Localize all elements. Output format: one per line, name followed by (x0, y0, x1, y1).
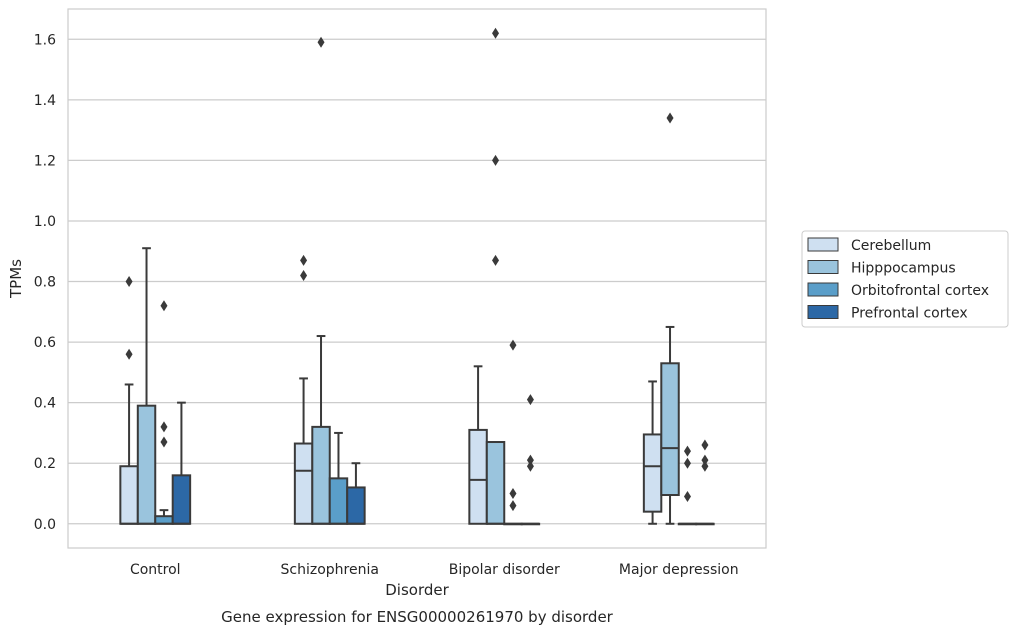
x-axis-label: Disorder (385, 581, 449, 599)
box-cerebellum-3 (642, 380, 663, 525)
outlier-point (125, 276, 133, 288)
outlier-point (300, 269, 308, 281)
outlier-point (492, 154, 500, 166)
y-tick-label: 0.8 (34, 275, 56, 291)
x-tick-label: Bipolar disorder (449, 562, 560, 578)
box-prefrontal-cortex-1 (346, 462, 366, 525)
x-tick-label: Schizophrenia (281, 562, 379, 578)
box-cerebellum-1 (293, 254, 314, 525)
legend-label: Orbitofrontal cortex (851, 283, 989, 299)
box-body (311, 425, 331, 525)
box-orbitofrontal-cortex-1 (328, 431, 349, 525)
box-body (660, 362, 680, 497)
box-hipppocampus-1 (311, 36, 331, 525)
y-axis-ticks: 0.0 0.2 0.4 0.6 0.8 1.0 1.2 1.4 1.6 (34, 32, 56, 532)
y-tick-label: 1.2 (34, 153, 56, 169)
box-body (154, 515, 174, 525)
outlier-point (509, 339, 517, 351)
box-prefrontal-cortex-0 (171, 401, 192, 525)
box-body (171, 474, 192, 525)
box-body (136, 404, 157, 525)
outlier-point (509, 487, 517, 499)
outlier-point (666, 112, 674, 124)
legend-frame (801, 230, 1009, 328)
outlier-point (701, 439, 709, 451)
outlier-point (683, 445, 691, 457)
outlier-point (526, 454, 534, 466)
box-body (468, 428, 488, 525)
outlier-point (683, 457, 691, 469)
box-series (119, 27, 715, 526)
box-prefrontal-cortex-3 (695, 439, 715, 526)
outlier-point (683, 491, 691, 503)
box-cerebellum-0 (119, 276, 139, 525)
legend-swatch (807, 282, 839, 297)
box-body (119, 465, 139, 525)
y-tick-label: 1.4 (34, 93, 56, 109)
legend-label: Hipppocampus (851, 261, 956, 277)
box-body (328, 477, 349, 525)
legend: Cerebellum Hipppocampus Orbitofrontal cort… (801, 230, 1009, 328)
box-hipppocampus-3 (660, 112, 680, 525)
box-orbitofrontal-cortex-2 (503, 339, 523, 526)
y-axis-label: TPMs (7, 259, 25, 299)
x-tick-label: Control (130, 562, 181, 578)
box-cerebellum-2 (468, 365, 488, 525)
x-tick-label: Major depression (619, 562, 739, 578)
outlier-point (160, 436, 168, 448)
x-axis-ticks: Control Schizophrenia Bipolar disorder Majo… (130, 562, 739, 578)
box-prefrontal-cortex-2 (520, 394, 541, 526)
outlier-point (300, 254, 308, 266)
y-tick-label: 0.6 (34, 335, 56, 351)
outlier-point (317, 36, 325, 48)
legend-swatch (807, 237, 839, 252)
outlier-point (492, 27, 500, 39)
outlier-point (526, 460, 534, 472)
box-hipppocampus-0 (136, 247, 157, 525)
outlier-point (125, 348, 133, 360)
legend-swatch (807, 305, 839, 319)
legend-label: Prefrontal cortex (851, 306, 968, 322)
box-body (293, 442, 314, 525)
outlier-point (509, 500, 517, 512)
box-hipppocampus-2 (485, 27, 506, 525)
legend-swatch (807, 260, 839, 274)
box-body (485, 441, 506, 525)
y-tick-label: 1.6 (34, 32, 56, 48)
outlier-point (701, 454, 709, 466)
plot-frame (67, 8, 767, 549)
outlier-point (492, 254, 500, 266)
outlier-point (160, 421, 168, 433)
box-body (346, 486, 366, 525)
legend-label: Cerebellum (851, 238, 931, 254)
chart-caption: Gene expression for ENSG00000261970 by d… (221, 608, 614, 626)
outlier-point (526, 394, 534, 406)
y-tick-label: 1.0 (34, 214, 56, 230)
y-tick-label: 0.4 (34, 396, 56, 412)
outlier-point (160, 300, 168, 312)
y-tick-label: 0.2 (34, 456, 56, 472)
y-tick-label: 0.0 (34, 517, 56, 533)
box-body (642, 433, 663, 513)
outlier-point (701, 460, 709, 472)
